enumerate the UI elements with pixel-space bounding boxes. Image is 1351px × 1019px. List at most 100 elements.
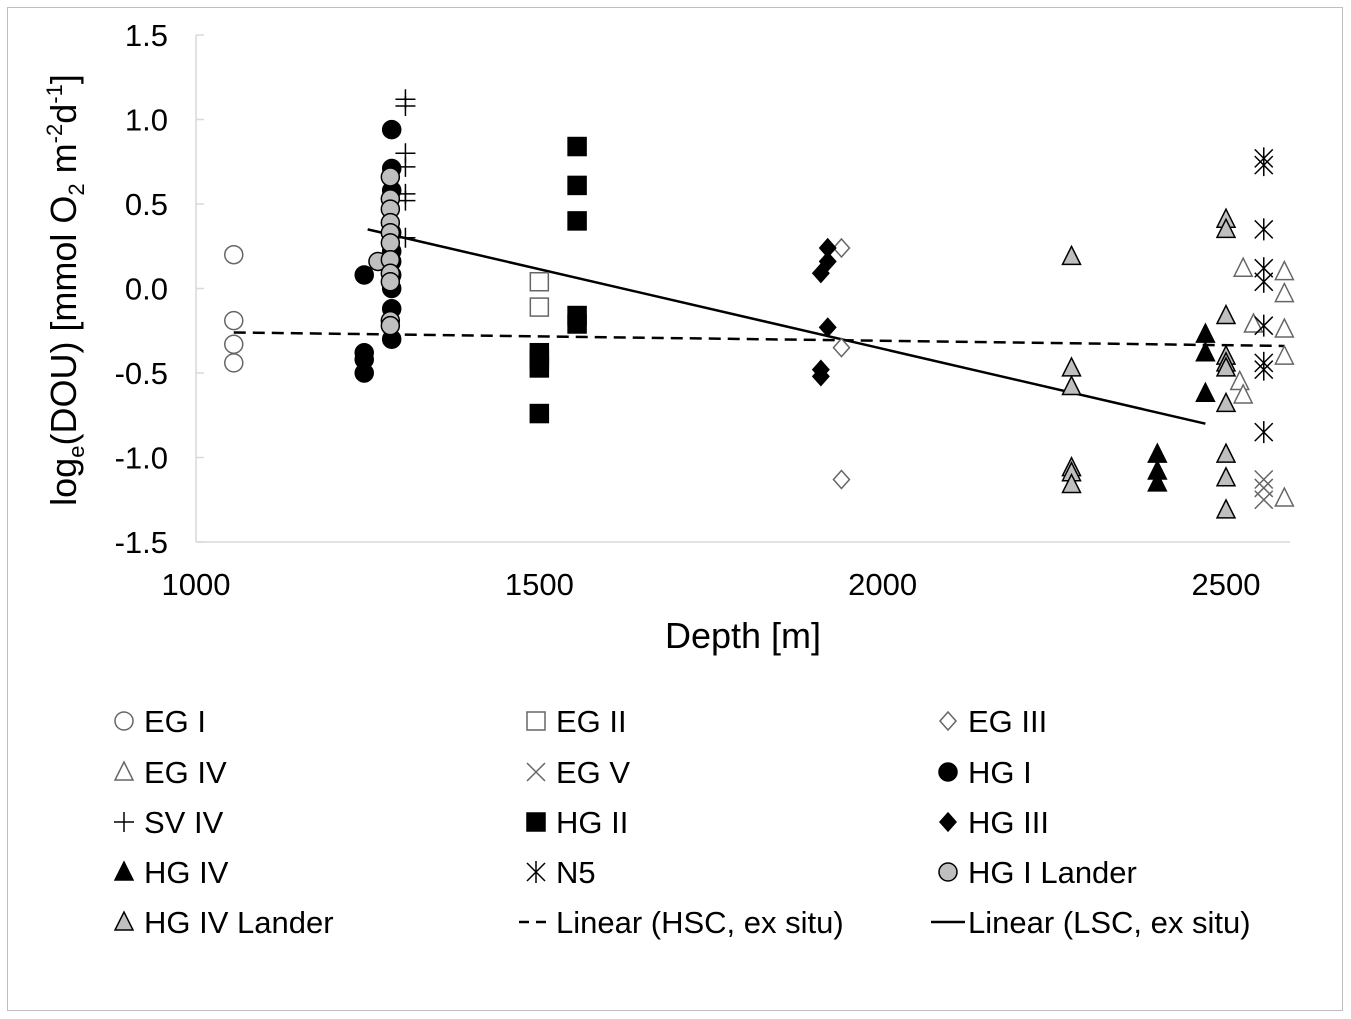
point-hg-iv-lander <box>1061 356 1082 377</box>
point-hg-iv-lander <box>1215 466 1237 487</box>
point-hg-iv-lander <box>1215 217 1237 239</box>
legend-item: HG IV <box>113 855 229 890</box>
point-sv-iv <box>395 227 416 248</box>
point-eg-iv <box>1229 369 1250 391</box>
axes <box>195 35 1290 543</box>
point-n5 <box>1254 154 1274 177</box>
point-eg-i <box>224 244 244 265</box>
point-eg-iv <box>1274 317 1295 338</box>
point-eg-iv <box>1232 256 1254 277</box>
chart-frame <box>7 7 1343 1011</box>
point-n5 <box>1254 358 1274 381</box>
point-hg-i <box>354 265 374 285</box>
x-tick-label: 2000 <box>848 567 917 602</box>
point-hg-iv-lander <box>1061 472 1082 494</box>
point-hg-iii <box>811 263 830 284</box>
legend-item: Linear (HSC, ex situ) <box>519 905 844 940</box>
point-hg-iv <box>1195 381 1216 403</box>
point-hg-i-lander <box>380 271 401 292</box>
point-eg-ii <box>529 271 550 292</box>
legend-item: HG I <box>938 755 1032 790</box>
point-sv-iv <box>395 95 416 116</box>
legend-item: HG II <box>526 805 628 840</box>
point-hg-i-lander <box>380 167 401 187</box>
point-hg-i <box>354 363 374 383</box>
y-tick-label: -1.5 <box>115 525 168 560</box>
point-eg-iv <box>1274 486 1295 507</box>
legend-item: EG II <box>526 704 627 739</box>
point-hg-iii <box>811 366 830 387</box>
x-tick-label: 2500 <box>1192 567 1261 602</box>
point-hg-i-lander <box>380 315 401 336</box>
legend-item: HG I Lander <box>938 855 1137 890</box>
legend-label: HG I Lander <box>968 855 1137 890</box>
point-hg-iv-lander <box>1215 498 1237 519</box>
legend-label: EG I <box>144 704 206 739</box>
legend-marker <box>526 812 546 832</box>
point-sv-iv <box>395 156 416 177</box>
legend-label: HG III <box>968 805 1049 840</box>
point-eg-iv <box>1274 344 1295 365</box>
point-eg-iv <box>1232 383 1254 404</box>
point-eg-iv <box>1274 281 1295 303</box>
legend-label: Linear (HSC, ex situ) <box>556 905 844 940</box>
legend-label: EG V <box>556 755 630 790</box>
legend-marker <box>938 762 958 782</box>
legend-marker <box>938 862 958 882</box>
point-hg-iv-lander <box>1215 391 1237 413</box>
point-eg-v <box>1254 490 1274 510</box>
legend-label: HG IV <box>144 855 229 890</box>
point-eg-v <box>1254 469 1274 490</box>
legend-label: Linear (LSC, ex situ) <box>968 905 1251 940</box>
legend-marker <box>526 861 546 883</box>
point-hg-ii <box>529 403 550 424</box>
point-hg-iv-lander <box>1061 244 1082 266</box>
point-hg-iv <box>1195 341 1216 362</box>
legend: EG I EG II EG III EG IV EG V HG I SV IV HG II HG… <box>113 704 1251 940</box>
point-hg-ii <box>567 314 587 334</box>
legend-item: EG IV <box>113 755 227 790</box>
point-eg-iii <box>832 469 851 490</box>
point-eg-iv <box>1274 259 1295 281</box>
legend-item: EG I <box>114 704 206 739</box>
y-tick-labels: 1.5 1.0 0.5 0.0 -0.5 -1.0 -1.5 <box>115 18 204 560</box>
x-tick-labels: 1000 1500 2000 2500 <box>162 567 1261 602</box>
legend-label: EG II <box>556 704 627 739</box>
point-hg-ii <box>567 211 587 231</box>
legend-marker <box>113 910 135 931</box>
point-hg-iv <box>1147 471 1168 492</box>
y-tick-label: -1.0 <box>115 441 168 476</box>
legend-marker <box>114 812 134 832</box>
legend-marker <box>938 710 958 732</box>
point-hg-iv <box>1195 322 1216 343</box>
legend-item: HG III <box>938 805 1049 840</box>
legend-label: HG I <box>968 755 1032 790</box>
y-tick-label: 0.5 <box>125 187 168 222</box>
point-n5 <box>1254 270 1274 293</box>
point-hg-ii <box>529 358 550 378</box>
y-tick-label: 1.0 <box>125 103 168 138</box>
point-hg-i <box>381 119 402 140</box>
point-n5 <box>1254 421 1274 444</box>
legend-item: N5 <box>526 855 596 890</box>
point-hg-iv-lander <box>1215 442 1237 463</box>
point-eg-iii <box>832 237 851 259</box>
legend-marker <box>526 762 546 782</box>
point-hg-iv-lander <box>1215 303 1237 325</box>
point-eg-iv <box>1243 312 1264 333</box>
point-eg-i <box>224 353 244 373</box>
point-hg-i-lander <box>380 233 401 253</box>
x-tick-label: 1500 <box>505 567 574 602</box>
x-axis-title: Depth [m] <box>665 615 821 656</box>
point-hg-iii <box>818 317 837 338</box>
point-eg-ii <box>529 297 550 317</box>
point-n5 <box>1254 314 1274 337</box>
legend-marker <box>938 811 958 833</box>
point-hg-iv-lander <box>1215 356 1237 377</box>
y-axis-title: loge(DOU) [mmol O2 m-2d-1] <box>42 74 89 506</box>
legend-label: N5 <box>556 855 596 890</box>
legend-marker <box>526 711 546 731</box>
point-hg-iii <box>818 251 837 272</box>
legend-marker <box>113 860 135 881</box>
legend-label: HG II <box>556 805 628 840</box>
